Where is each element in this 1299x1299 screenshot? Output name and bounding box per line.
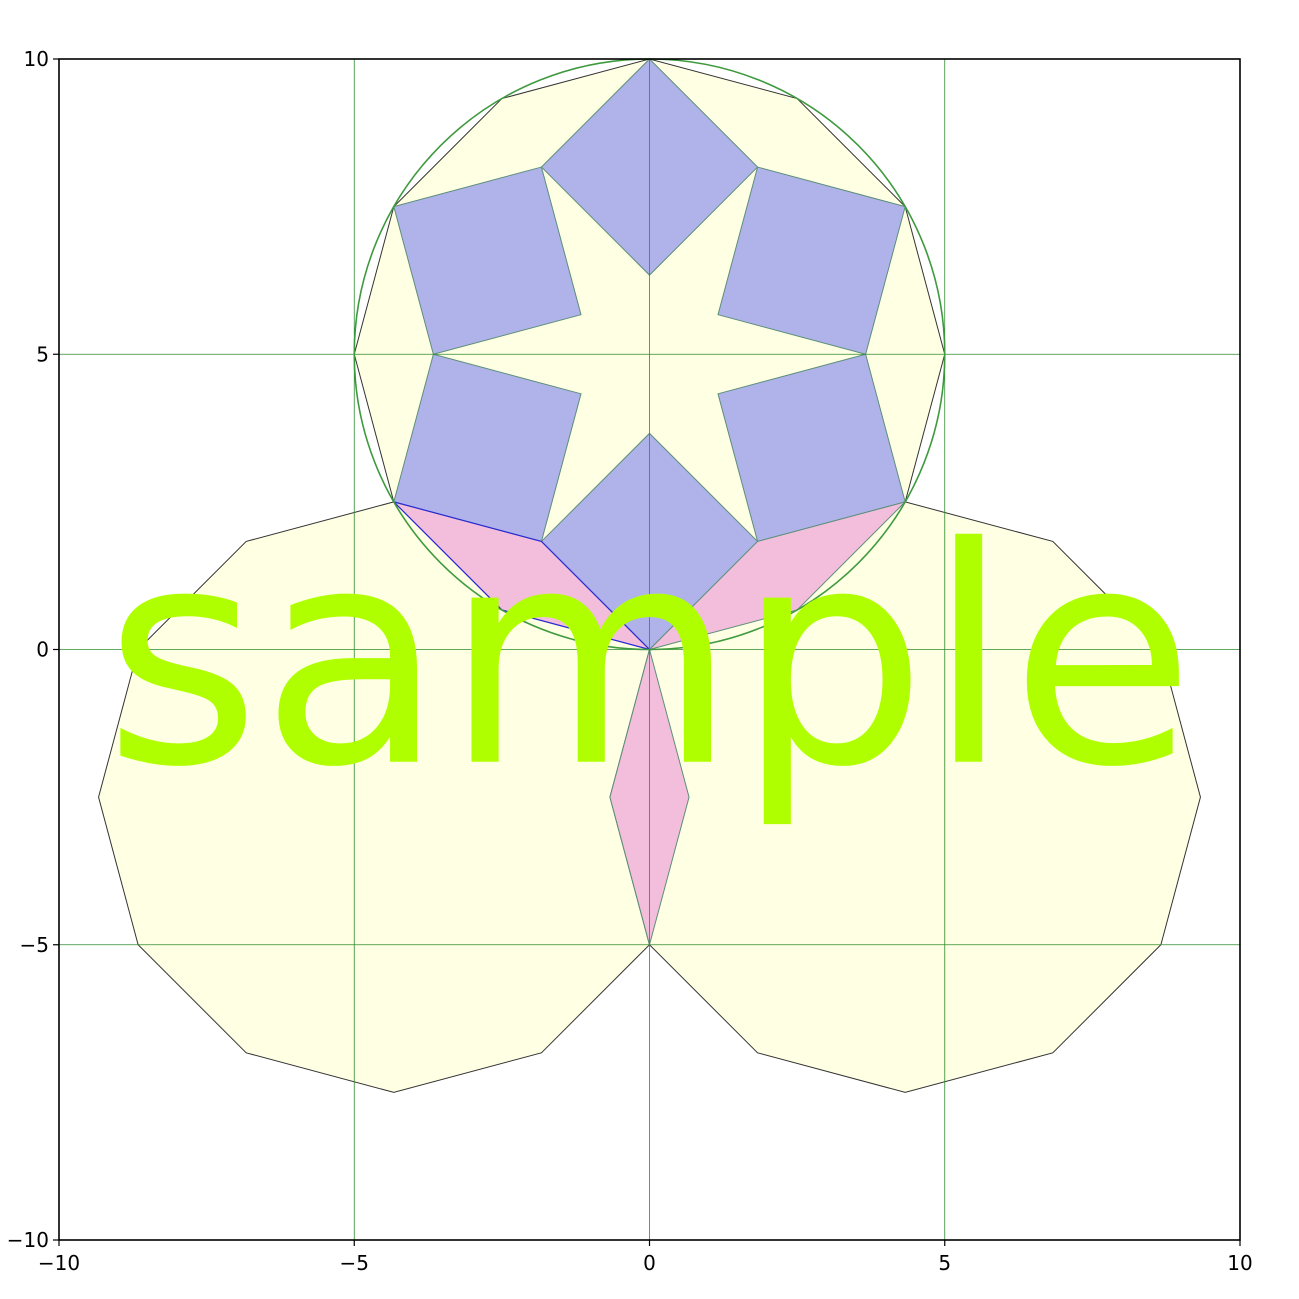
y-tick-label: 10 bbox=[24, 47, 49, 71]
x-tick-label: 5 bbox=[938, 1251, 951, 1275]
watermark-text: sample bbox=[104, 484, 1195, 833]
x-tick-label: −5 bbox=[340, 1251, 369, 1275]
square-tile bbox=[393, 166, 582, 355]
axes-frame bbox=[53, 58, 1241, 1246]
y-tick-label: 0 bbox=[36, 638, 49, 662]
tick-labels: −10 −5 0 5 10 −10 −5 0 5 10 bbox=[7, 47, 1253, 1275]
y-tick-label: 5 bbox=[36, 342, 49, 366]
y-tick-label: −10 bbox=[7, 1228, 49, 1252]
x-tick-label: 10 bbox=[1227, 1251, 1252, 1275]
y-tick-label: −5 bbox=[20, 933, 49, 957]
square-tile bbox=[717, 166, 906, 355]
x-tick-label: −10 bbox=[38, 1251, 80, 1275]
x-tick-label: 0 bbox=[643, 1251, 656, 1275]
